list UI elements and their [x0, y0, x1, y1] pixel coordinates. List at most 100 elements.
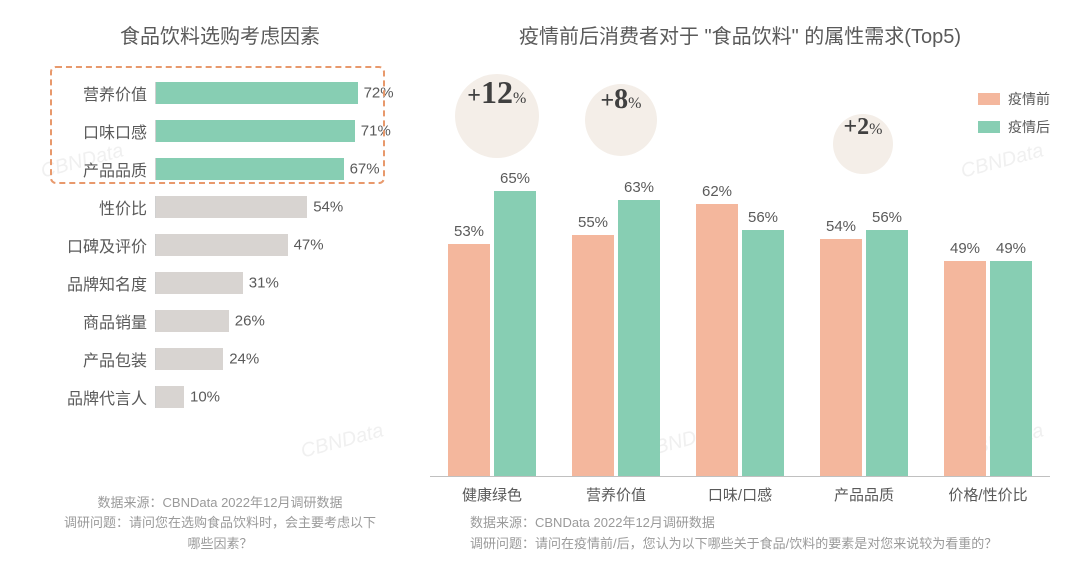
hbar-label: 口碑及评价: [60, 233, 155, 257]
hbar-row: 品牌知名度31%: [60, 264, 380, 302]
legend-swatch: [978, 121, 1000, 133]
change-bubble: +8%: [585, 84, 657, 156]
hbar-label: 性价比: [60, 195, 155, 219]
hbar-track: 24%: [155, 348, 380, 370]
change-bubble: +12%: [455, 74, 539, 158]
legend-label: 疫情后: [1008, 117, 1050, 137]
hbar-row: 性价比54%: [60, 188, 380, 226]
gbar-after: 63%: [618, 200, 660, 477]
gbar-value: 54%: [826, 218, 856, 235]
main-container: 食品饮料选购考虑因素 营养价值72%口味口感71%产品品质67%性价比54%口碑…: [0, 0, 1080, 565]
hbar-row: 商品销量26%: [60, 302, 380, 340]
right-source: 数据来源：CBNData 2022年12月调研数据: [470, 513, 1050, 534]
gbar-after: 49%: [990, 261, 1032, 476]
hbar-track: 10%: [155, 386, 380, 408]
hbar-fill: 24%: [156, 348, 223, 370]
right-chart-title: 疫情前后消费者对于 "食品饮料" 的属性需求(Top5): [430, 20, 1050, 49]
grouped-bar-area: 疫情前疫情后 +12%+8%+2% 53%65%55%63%62%56%54%5…: [430, 74, 1050, 505]
hbar-value: 71%: [361, 123, 391, 140]
hbar-value: 26%: [235, 313, 265, 330]
gbar-group: 49%49%: [944, 169, 1032, 476]
right-footnote: 数据来源：CBNData 2022年12月调研数据 调研问题：请问在疫情前/后，…: [430, 513, 1050, 555]
hbar-label: 口味口感: [60, 119, 155, 143]
gbar-value: 56%: [872, 209, 902, 226]
hbar-fill: 31%: [156, 272, 243, 294]
left-source: 数据来源：CBNData 2022年12月调研数据: [60, 493, 380, 514]
hbar-label: 营养价值: [60, 81, 155, 105]
gbar-after: 56%: [742, 230, 784, 476]
gbar-value: 62%: [702, 183, 732, 200]
left-footnote: 数据来源：CBNData 2022年12月调研数据 调研问题：请问您在选购食品饮…: [60, 493, 380, 555]
legend-swatch: [978, 93, 1000, 105]
gbar-before: 49%: [944, 261, 986, 476]
right-question: 调研问题：请问在疫情前/后，您认为以下哪些关于食品/饮料的要素是对您来说较为看重…: [470, 534, 1050, 555]
grouped-bar-plot: 53%65%55%63%62%56%54%56%49%49%: [430, 169, 1050, 477]
gbar-xlabel: 健康绿色: [442, 484, 542, 505]
hbar-track: 67%: [155, 158, 380, 180]
hbar-fill: 71%: [156, 120, 355, 142]
gbar-xlabel: 营养价值: [566, 484, 666, 505]
hbar-row: 品牌代言人10%: [60, 378, 380, 416]
gbar-before: 55%: [572, 235, 614, 477]
hbar-value: 10%: [190, 389, 220, 406]
gbar-value: 55%: [578, 214, 608, 231]
hbar-value: 47%: [294, 237, 324, 254]
gbar-xlabel: 口味/口感: [690, 484, 790, 505]
hbar-label: 产品包装: [60, 347, 155, 371]
gbar-value: 63%: [624, 179, 654, 196]
hbar-fill: 26%: [156, 310, 229, 332]
left-question: 调研问题：请问您在选购食品饮料时，会主要考虑以下哪些因素？: [60, 513, 380, 555]
hbar-value: 31%: [249, 275, 279, 292]
hbar-value: 24%: [229, 351, 259, 368]
gbar-value: 49%: [950, 240, 980, 257]
hbar-track: 71%: [155, 120, 380, 142]
hbar-track: 26%: [155, 310, 380, 332]
gbar-after: 56%: [866, 230, 908, 476]
gbar-before: 62%: [696, 204, 738, 476]
legend: 疫情前疫情后: [978, 89, 1050, 145]
hbar-fill: 10%: [156, 386, 184, 408]
hbar-value: 72%: [364, 85, 394, 102]
gbar-before: 54%: [820, 239, 862, 476]
hbar-label: 品牌知名度: [60, 271, 155, 295]
left-chart-panel: 食品饮料选购考虑因素 营养价值72%口味口感71%产品品质67%性价比54%口碑…: [0, 0, 400, 565]
hbar-row: 产品包装24%: [60, 340, 380, 378]
hbar-fill: 54%: [156, 196, 307, 218]
gbar-xlabel: 产品品质: [814, 484, 914, 505]
gbar-value: 65%: [500, 170, 530, 187]
right-chart-panel: 疫情前后消费者对于 "食品饮料" 的属性需求(Top5) 疫情前疫情后 +12%…: [400, 0, 1080, 565]
legend-item: 疫情前: [978, 89, 1050, 109]
legend-label: 疫情前: [1008, 89, 1050, 109]
grouped-bar-xaxis: 健康绿色 营养价值 口味/口感 产品品质 价格/性价比: [430, 484, 1050, 505]
gbar-group: 53%65%: [448, 169, 536, 476]
gbar-value: 56%: [748, 209, 778, 226]
hbar-row: 口味口感71%: [60, 112, 380, 150]
gbar-xlabel: 价格/性价比: [938, 484, 1038, 505]
hbar-row: 产品品质67%: [60, 150, 380, 188]
gbar-value: 53%: [454, 223, 484, 240]
legend-item: 疫情后: [978, 117, 1050, 137]
hbar-row: 口碑及评价47%: [60, 226, 380, 264]
change-bubble: +2%: [833, 114, 893, 174]
hbar-row: 营养价值72%: [60, 74, 380, 112]
gbar-group: 55%63%: [572, 169, 660, 476]
hbar-label: 商品销量: [60, 309, 155, 333]
gbar-before: 53%: [448, 244, 490, 477]
gbar-value: 49%: [996, 240, 1026, 257]
hbar-label: 产品品质: [60, 157, 155, 181]
gbar-after: 65%: [494, 191, 536, 476]
hbar-label: 品牌代言人: [60, 385, 155, 409]
hbar-fill: 67%: [156, 158, 344, 180]
horizontal-bar-chart: 营养价值72%口味口感71%产品品质67%性价比54%口碑及评价47%品牌知名度…: [60, 74, 380, 485]
hbar-track: 31%: [155, 272, 380, 294]
hbar-fill: 72%: [156, 82, 358, 104]
hbar-value: 54%: [313, 199, 343, 216]
left-chart-title: 食品饮料选购考虑因素: [60, 20, 380, 49]
hbar-fill: 47%: [156, 234, 288, 256]
gbar-group: 62%56%: [696, 169, 784, 476]
hbar-value: 67%: [350, 161, 380, 178]
hbar-track: 47%: [155, 234, 380, 256]
hbar-track: 72%: [155, 82, 380, 104]
gbar-group: 54%56%: [820, 169, 908, 476]
hbar-track: 54%: [155, 196, 380, 218]
